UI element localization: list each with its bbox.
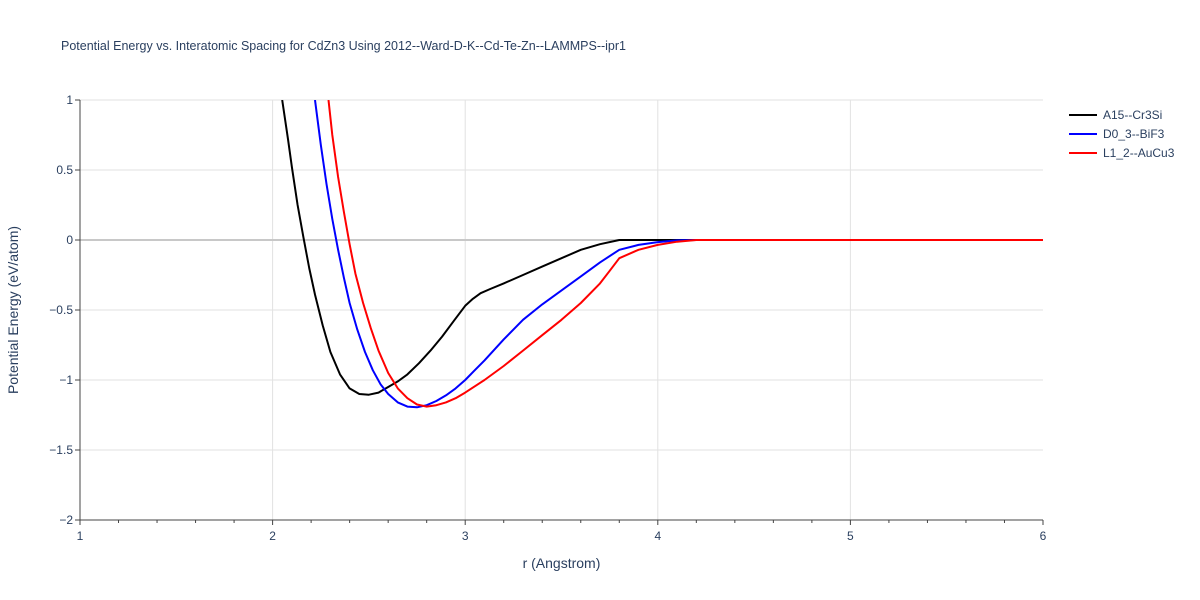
legend-label: D0_3--BiF3 <box>1103 127 1165 141</box>
chart-title: Potential Energy vs. Interatomic Spacing… <box>61 39 626 53</box>
y-tick-label: −1 <box>59 373 73 387</box>
legend-item-3[interactable]: L1_2--AuCu3 <box>1069 146 1175 160</box>
x-axis: 1 2 3 4 5 6 <box>77 519 1047 543</box>
legend-item-2[interactable]: D0_3--BiF3 <box>1069 127 1165 141</box>
y-tick-label: 0 <box>66 233 73 247</box>
legend-item-1[interactable]: A15--Cr3Si <box>1069 108 1162 122</box>
x-tick-label: 3 <box>462 529 469 543</box>
legend-label: L1_2--AuCu3 <box>1103 146 1175 160</box>
series-line-2 <box>314 100 1043 409</box>
y-tick-label: 1 <box>66 93 73 107</box>
x-tick-label: 1 <box>77 529 84 543</box>
series-group <box>281 100 1043 409</box>
y-axis: 1 0.5 0 −0.5 −1 −1.5 −2 <box>49 93 81 527</box>
y-tick-label: −0.5 <box>49 303 73 317</box>
x-tick-label: 2 <box>269 529 276 543</box>
legend[interactable]: A15--Cr3Si D0_3--BiF3 L1_2--AuCu3 <box>1069 108 1175 160</box>
x-axis-title: r (Angstrom) <box>523 555 601 571</box>
x-tick-label: 5 <box>847 529 854 543</box>
y-tick-label: 0.5 <box>56 163 73 177</box>
series-line-3 <box>327 100 1043 408</box>
y-tick-label: −1.5 <box>49 443 73 457</box>
y-axis-title: Potential Energy (eV/atom) <box>5 226 21 394</box>
grid <box>80 99 1043 520</box>
y-tick-label: −2 <box>59 513 73 527</box>
x-tick-label: 6 <box>1040 529 1047 543</box>
legend-label: A15--Cr3Si <box>1103 108 1162 122</box>
series-line-1 <box>281 100 1043 396</box>
x-tick-label: 4 <box>654 529 661 543</box>
